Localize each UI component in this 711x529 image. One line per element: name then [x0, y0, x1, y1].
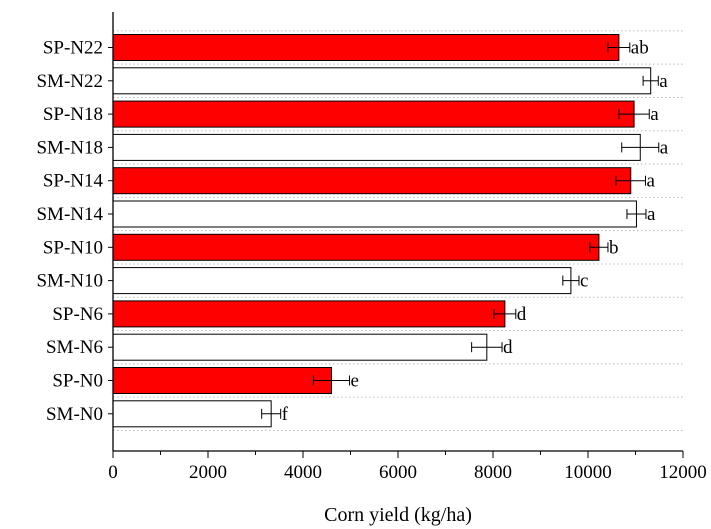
bar-sp-n0 [112, 367, 332, 394]
bar-sm-n6 [112, 333, 488, 361]
x-tick-label: 8000 [474, 462, 512, 483]
category-label: SM-N14 [36, 204, 103, 225]
x-ticks: 0 2000 4000 6000 8000 10000 12000 [108, 47, 707, 483]
significance-letter: a [659, 71, 668, 92]
significance-letter: f [282, 404, 289, 425]
significance-letter: ab [631, 38, 649, 59]
category-label: SM-N10 [36, 271, 103, 292]
category-label: SM-N22 [36, 71, 103, 92]
category-label: SP-N10 [43, 237, 103, 258]
significance-letter: d [503, 337, 513, 358]
x-tick-label: 2000 [189, 462, 227, 483]
bar-sp-n18 [112, 100, 635, 128]
x-tick-label: 0 [108, 462, 118, 483]
category-label: SM-N6 [46, 337, 103, 358]
bar-sp-n22 [112, 34, 620, 61]
significance-letter: a [647, 204, 656, 225]
x-tick-label: 6000 [379, 462, 417, 483]
gridlines [113, 30, 683, 431]
significance-letter: c [580, 271, 588, 292]
category-label: SM-N18 [36, 137, 103, 158]
bars [112, 34, 652, 428]
error-bars [261, 42, 660, 419]
bar-sp-n14 [112, 167, 632, 195]
bar-sm-n10 [112, 267, 572, 295]
category-label: SP-N6 [52, 304, 103, 325]
category-label: SP-N14 [43, 171, 104, 192]
x-tick-label: 12000 [659, 462, 707, 483]
bar-sp-n6 [112, 300, 506, 328]
significance-letter: a [660, 137, 669, 158]
x-tick-label: 4000 [284, 462, 322, 483]
category-label: SP-N18 [43, 104, 103, 125]
bar-sm-n0 [112, 400, 272, 428]
bar-sm-n14 [112, 200, 637, 228]
x-tick-label: 10000 [564, 462, 612, 483]
significance-letter: d [517, 304, 527, 325]
category-labels: SP-N22 SM-N22 SP-N18 SM-N18 SP-N14 SM-N14 SP-N… [36, 38, 103, 425]
category-label: SP-N0 [52, 371, 103, 392]
significance-letter: a [646, 171, 655, 192]
x-axis-title: Corn yield (kg/ha) [324, 504, 472, 526]
bar-sm-n18 [112, 133, 641, 161]
category-label: SP-N22 [43, 38, 103, 59]
category-label: SM-N0 [46, 404, 103, 425]
bar-sp-n10 [112, 233, 600, 261]
significance-letter: b [609, 237, 619, 258]
significance-letter: a [650, 104, 659, 125]
bar-sm-n22 [112, 67, 652, 95]
significance-letter: e [351, 371, 359, 392]
